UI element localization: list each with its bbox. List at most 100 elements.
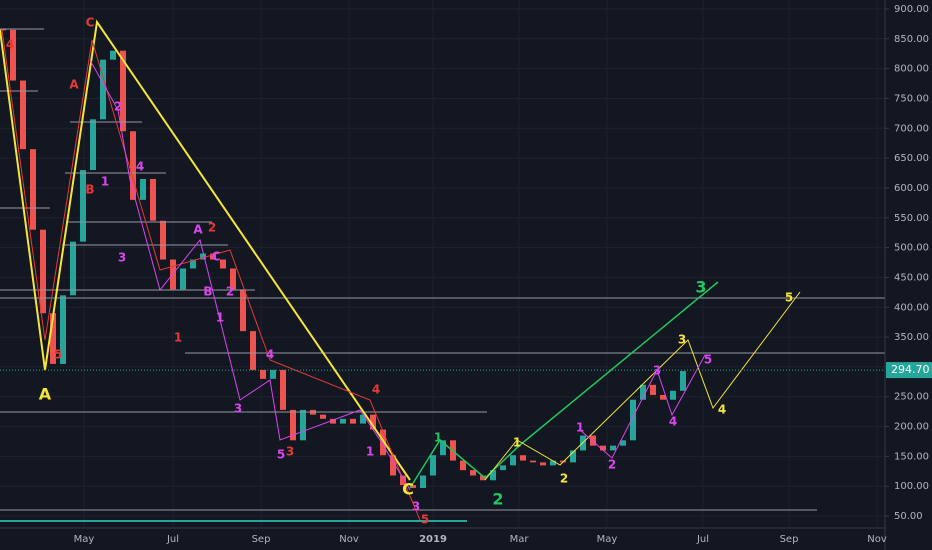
wave-label: C — [86, 16, 95, 30]
candle — [270, 369, 276, 379]
wave-label: 5 — [277, 448, 285, 462]
y-tick-label: 250.00 — [894, 392, 929, 403]
wave-label: 3 — [234, 402, 242, 416]
x-tick-label: 2019 — [419, 534, 447, 545]
candle — [670, 390, 676, 400]
candle — [120, 50, 126, 132]
candle — [570, 450, 576, 463]
y-tick-label: 200.00 — [894, 422, 929, 433]
candle — [240, 289, 246, 332]
candle — [230, 268, 236, 290]
candle — [340, 418, 346, 424]
candle — [300, 409, 306, 441]
candle — [280, 369, 286, 410]
support-lines — [0, 28, 885, 522]
candle — [90, 119, 96, 171]
plot-area — [0, 0, 885, 528]
y-tick-label: 350.00 — [894, 332, 929, 343]
candle — [600, 445, 606, 451]
y-tick-label: 450.00 — [894, 272, 929, 283]
candle — [30, 149, 36, 230]
last-price-box — [886, 362, 932, 379]
wave-label: 2 — [114, 100, 122, 114]
candle — [100, 59, 106, 120]
x-tick-label: Jul — [696, 534, 709, 545]
x-tick-label: Nov — [867, 534, 887, 545]
candle — [330, 418, 336, 424]
candle — [460, 460, 466, 471]
candle — [360, 414, 366, 424]
wave-line — [1, 29, 421, 521]
y-tick-label: 150.00 — [894, 451, 929, 462]
candle — [110, 50, 116, 60]
wave-label: A — [193, 223, 203, 237]
candle — [260, 369, 266, 379]
candle — [470, 470, 476, 476]
wave-label: 2 — [226, 285, 234, 299]
candle — [390, 455, 396, 476]
y-tick-label: 100.00 — [894, 481, 929, 492]
candle — [640, 384, 646, 400]
candle — [420, 475, 426, 489]
candle — [70, 241, 76, 296]
wave-label: 3 — [286, 445, 294, 459]
candle — [150, 178, 156, 221]
candle — [630, 399, 636, 441]
wave-label: 2 — [608, 458, 616, 472]
candle — [0, 29, 6, 31]
wave-label: 2 — [560, 472, 568, 486]
candle — [590, 435, 596, 446]
wave-label: B — [85, 183, 94, 197]
candle — [60, 295, 66, 364]
candle — [200, 253, 206, 260]
wave-label: 4 — [718, 403, 726, 417]
candle — [50, 313, 56, 364]
candle — [370, 414, 376, 430]
wave-label: 1 — [216, 311, 224, 325]
y-tick-label: 900.00 — [894, 4, 929, 15]
candle — [430, 455, 436, 476]
wave-label: A — [39, 385, 52, 404]
candle — [660, 394, 666, 400]
x-tick-label: Sep — [780, 534, 799, 545]
wave-label: 2 — [208, 221, 216, 235]
wave-label: 4 — [136, 160, 144, 174]
candle — [500, 465, 506, 471]
candle — [650, 384, 656, 395]
wave-label: 5 — [704, 353, 712, 367]
wave-label: 1 — [576, 421, 584, 435]
wave-line — [484, 291, 801, 481]
candle — [510, 455, 516, 466]
candle — [210, 253, 216, 260]
y-tick-label: 800.00 — [894, 64, 929, 75]
wave-label: 3 — [118, 251, 126, 265]
wave-label: 1 — [434, 431, 442, 445]
candle — [290, 409, 296, 441]
wave-label: C — [402, 480, 414, 499]
y-tick-label: 400.00 — [894, 302, 929, 313]
y-tick-label: 750.00 — [894, 93, 929, 104]
wave-label: 4 — [6, 38, 14, 52]
candle — [480, 475, 486, 481]
candle — [250, 331, 256, 370]
wave-label: 1 — [101, 175, 109, 189]
wave-label: 5 — [421, 513, 429, 527]
y-tick-label: 50.00 — [894, 511, 923, 522]
wave-label: 4 — [669, 415, 677, 429]
y-tick-label: 650.00 — [894, 153, 929, 164]
candle — [550, 460, 556, 466]
candle — [610, 445, 616, 451]
y-tick-label: 700.00 — [894, 123, 929, 134]
wave-label: 4 — [266, 348, 274, 362]
candle — [20, 80, 26, 150]
candle — [140, 178, 146, 200]
x-tick-label: Jul — [166, 534, 179, 545]
x-tick-label: Sep — [252, 534, 271, 545]
wave-label: A — [69, 78, 79, 92]
wave-label: 1 — [174, 331, 182, 345]
wave-label: B — [203, 285, 212, 299]
wave-label: 4 — [372, 383, 380, 397]
candle — [530, 460, 536, 463]
wave-line — [409, 281, 719, 489]
candle — [320, 414, 326, 419]
